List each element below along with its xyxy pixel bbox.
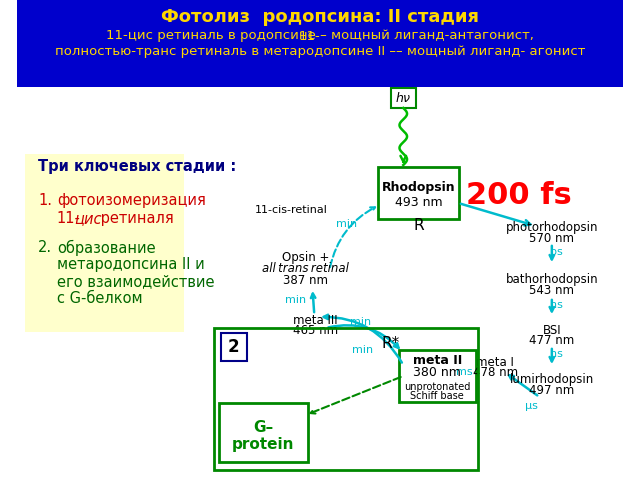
Text: lumirhodopsin: lumirhodopsin	[509, 373, 594, 386]
Text: 2: 2	[228, 338, 240, 356]
Text: ретиналя: ретиналя	[96, 211, 173, 226]
Bar	[17, 0, 623, 87]
Text: фотоизомеризация: фотоизомеризация	[57, 193, 206, 208]
Text: 200 fs: 200 fs	[466, 180, 572, 209]
Bar	[25, 154, 184, 332]
Text: с G-белком: с G-белком	[57, 291, 143, 306]
Text: 11-: 11-	[57, 211, 81, 226]
Text: полностью-транс ретиналь в метародопсине II –– мощный лиганд- агонист: полностью-транс ретиналь в метародопсине…	[55, 46, 585, 59]
Text: 493 nm: 493 nm	[395, 195, 442, 208]
Text: G–: G–	[253, 420, 273, 435]
Text: Rhodopsin: Rhodopsin	[381, 180, 455, 193]
Text: Фотолиз  родопсина: II стадия: Фотолиз родопсина: II стадия	[161, 8, 479, 26]
Text: Schiff base: Schiff base	[410, 391, 464, 401]
Text: R*: R*	[382, 336, 400, 351]
Text: ps: ps	[550, 247, 563, 257]
Text: unprotonated: unprotonated	[404, 382, 470, 392]
Text: 11-: 11-	[298, 29, 320, 43]
Text: 11-cis-retinal: 11-cis-retinal	[255, 205, 328, 215]
Text: meta III: meta III	[293, 313, 337, 326]
Text: метародопсина II и: метародопсина II и	[57, 257, 205, 272]
Text: meta I: meta I	[476, 356, 514, 369]
Text: protein: protein	[232, 436, 294, 452]
Text: 477 nm: 477 nm	[529, 335, 575, 348]
Text: 2.: 2.	[38, 240, 52, 255]
Text: 387 nm: 387 nm	[284, 274, 328, 287]
Text: 1.: 1.	[38, 193, 52, 208]
Text: R: R	[413, 217, 424, 232]
Text: 465 nm: 465 nm	[292, 324, 338, 337]
Text: ns: ns	[550, 300, 563, 310]
Text: $h\nu$: $h\nu$	[395, 91, 412, 105]
Text: bathorhodopsin: bathorhodopsin	[506, 274, 598, 287]
Text: BSI: BSI	[543, 324, 561, 336]
Text: цис: цис	[74, 211, 102, 226]
FancyBboxPatch shape	[391, 88, 415, 108]
Text: min: min	[285, 295, 306, 305]
Text: Opsin +: Opsin +	[282, 252, 330, 264]
Text: 570 nm: 570 nm	[529, 231, 574, 244]
Text: meta II: meta II	[413, 355, 462, 368]
Text: µs: µs	[525, 401, 538, 411]
Text: ms: ms	[456, 367, 473, 377]
FancyBboxPatch shape	[219, 403, 308, 462]
FancyBboxPatch shape	[221, 333, 247, 361]
FancyBboxPatch shape	[378, 167, 459, 219]
Text: Три ключевых стадии :: Три ключевых стадии :	[38, 159, 236, 175]
Text: 543 nm: 543 nm	[529, 285, 574, 298]
Text: min: min	[350, 317, 371, 327]
Text: 497 nm: 497 nm	[529, 384, 575, 397]
Text: min: min	[336, 219, 357, 229]
Text: образование: образование	[57, 240, 156, 256]
Text: 380 nm: 380 nm	[413, 365, 461, 379]
Text: его взаимодействие: его взаимодействие	[57, 274, 214, 289]
Text: all trans retinal: all trans retinal	[262, 263, 349, 276]
Text: ns: ns	[550, 349, 563, 359]
Text: 478 nm: 478 nm	[472, 367, 518, 380]
FancyBboxPatch shape	[399, 350, 476, 402]
Text: 11-цис ретиналь в родопсине – мощный лиганд-антагонист,: 11-цис ретиналь в родопсине – мощный лиг…	[106, 29, 534, 43]
Text: photorhodopsin: photorhodopsin	[506, 220, 598, 233]
Text: min: min	[352, 345, 373, 355]
